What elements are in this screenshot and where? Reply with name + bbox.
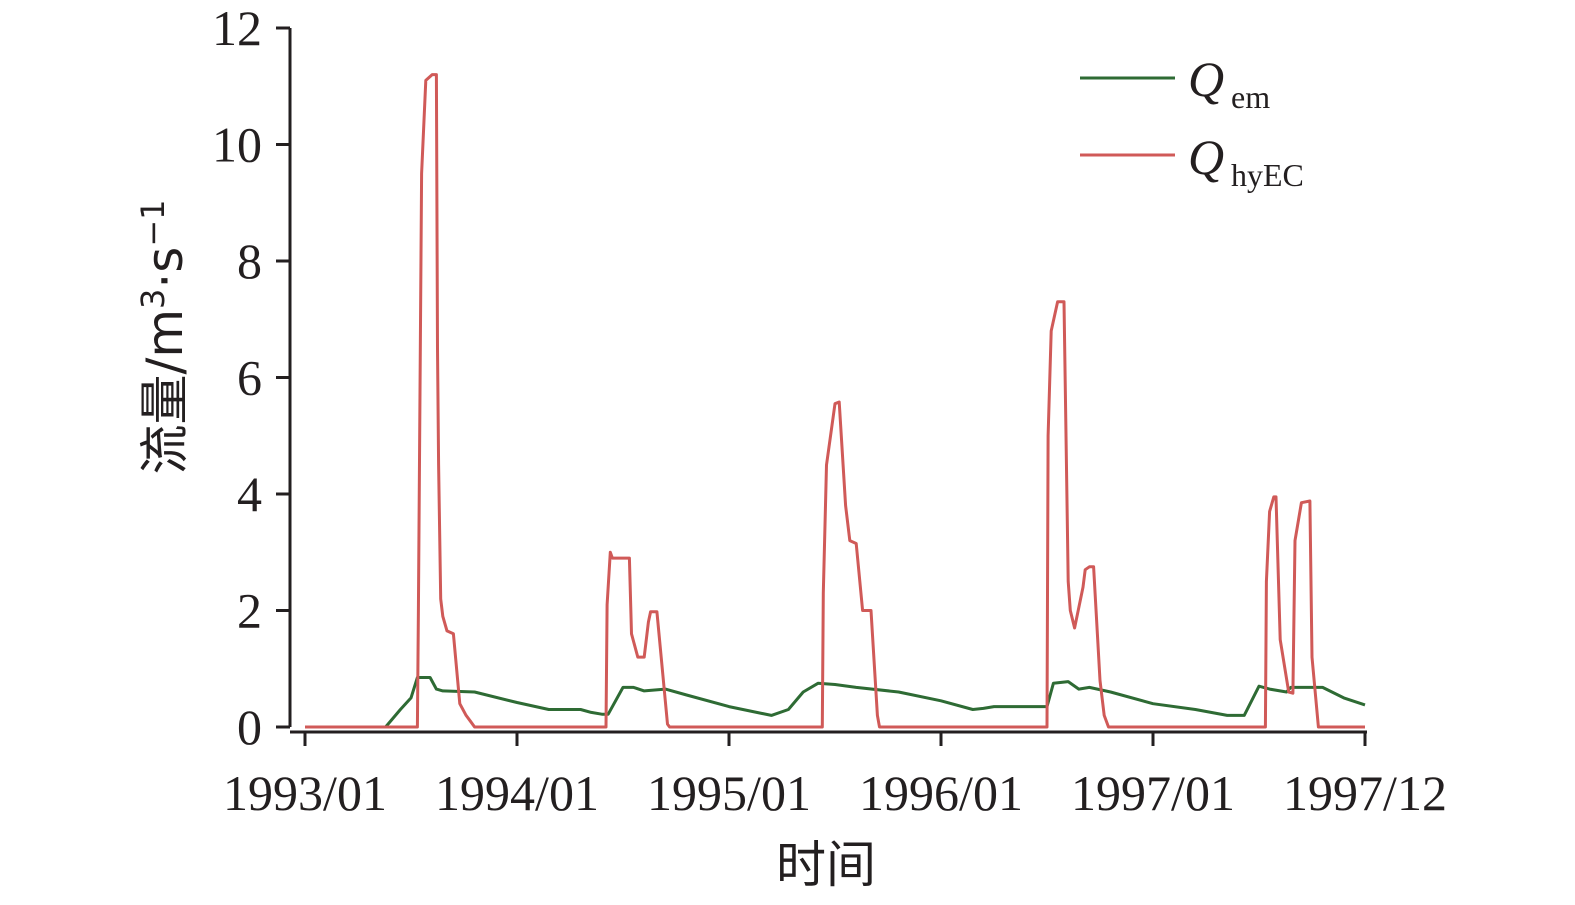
x-tick-label: 1995/01	[647, 765, 811, 821]
x-tick-label: 1993/01	[223, 765, 387, 821]
legend: Q em Q hyEC	[1080, 51, 1304, 193]
y-tick-label: 12	[212, 0, 262, 56]
legend-label-qhyec-main: Q	[1188, 129, 1224, 185]
x-tick-label: 1997/01	[1071, 765, 1235, 821]
x-tick-label: 1997/12	[1283, 765, 1447, 821]
x-tick-label: 1996/01	[859, 765, 1023, 821]
y-axis-title-sup2: −1	[134, 199, 172, 246]
legend-label-qhyec-sub: hyEC	[1231, 157, 1304, 193]
y-tick-label: 0	[237, 699, 262, 755]
legend-label-qem-sub: em	[1231, 79, 1270, 115]
legend-label-qem-main: Q	[1188, 51, 1224, 107]
x-tick-layer: 1993/01 1994/01 1995/01 1996/01 1997/01 1997/…	[223, 732, 1447, 821]
svg-text:流量/m3·s−1: 流量/m3·s−1	[134, 199, 194, 474]
legend-item-qem: Q em	[1080, 51, 1270, 115]
y-tick-label: 4	[237, 466, 262, 522]
y-tick-layer: 0 2 4 6 8 10 12	[212, 0, 290, 755]
y-tick-label: 8	[237, 233, 262, 289]
x-tick-label: 1994/01	[435, 765, 599, 821]
series-line-qhyec	[305, 73, 1365, 729]
series-layer	[305, 73, 1366, 729]
y-tick-label: 2	[237, 583, 262, 639]
y-axis-title: 流量/m3·s−1	[134, 199, 194, 474]
y-tick-label: 6	[237, 350, 262, 406]
legend-item-qhyec: Q hyEC	[1080, 129, 1304, 193]
y-axis-title-sup1: 3	[134, 289, 172, 309]
series-line-qem	[305, 676, 1366, 729]
y-axis-title-main: 流量/m	[136, 309, 194, 475]
y-axis-title-mid: ·s	[136, 247, 194, 289]
y-tick-label: 10	[212, 117, 262, 173]
x-axis-title: 时间	[776, 836, 876, 894]
